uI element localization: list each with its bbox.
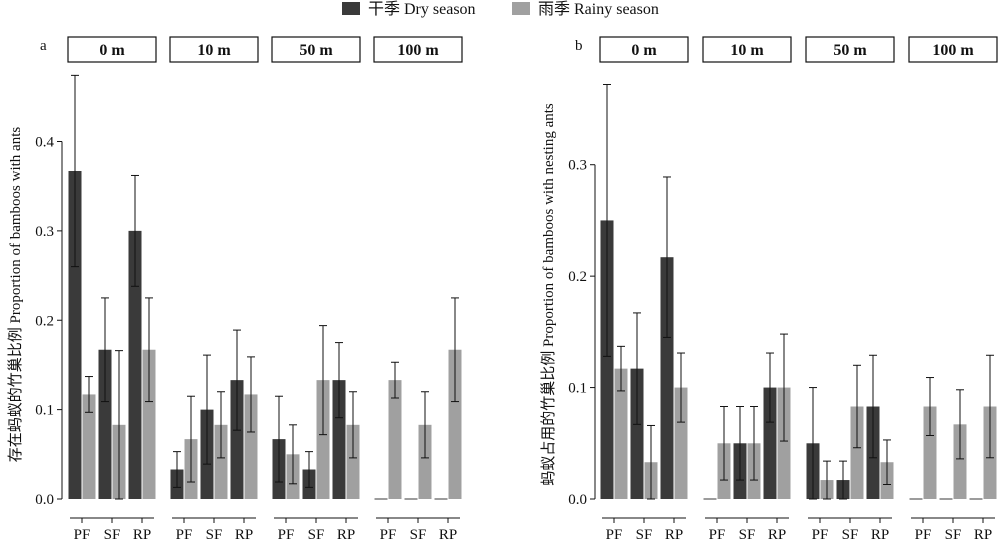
x-tick-label: RP bbox=[768, 527, 786, 541]
x-tick-label: RP bbox=[665, 527, 683, 541]
legend: 干季 Dry season 雨季 Rainy season bbox=[342, 0, 659, 18]
x-tick-label: SF bbox=[410, 527, 427, 541]
bar-dry bbox=[68, 170, 82, 499]
bar-rainy bbox=[850, 406, 864, 499]
x-tick-label: SF bbox=[104, 527, 121, 541]
x-tick-label: PF bbox=[278, 527, 295, 541]
x-tick-label: SF bbox=[206, 527, 223, 541]
y-tick-label: 0.0 bbox=[35, 492, 54, 508]
x-tick-label: RP bbox=[235, 527, 253, 541]
bar-dry bbox=[230, 380, 244, 499]
bar-rainy bbox=[244, 394, 258, 499]
x-tick-label: SF bbox=[636, 527, 653, 541]
facet-strip bbox=[599, 36, 689, 63]
facet-strip-label: 10 m bbox=[197, 42, 231, 59]
y-tick-label: 0.4 bbox=[35, 135, 54, 151]
bar-dry bbox=[332, 380, 346, 499]
bar-dry bbox=[600, 220, 614, 499]
facet-strip-label: 0 m bbox=[631, 42, 657, 59]
y-tick-label: 0.2 bbox=[35, 313, 54, 329]
y-axis-label: 蚂蚁占用的竹巢比例 Proportion of bamboos with nes… bbox=[540, 103, 557, 486]
bar-rainy bbox=[614, 368, 628, 499]
bar-rainy bbox=[923, 406, 937, 499]
x-tick-label: RP bbox=[871, 527, 889, 541]
x-tick-label: RP bbox=[974, 527, 992, 541]
bar-rainy bbox=[777, 387, 791, 499]
y-tick-label: 0.0 bbox=[568, 492, 587, 508]
facet-strip bbox=[908, 36, 998, 63]
bar-rainy bbox=[674, 387, 688, 499]
legend-label-rainy: 雨季 Rainy season bbox=[538, 0, 659, 18]
x-tick-label: PF bbox=[812, 527, 829, 541]
x-tick-label: SF bbox=[308, 527, 325, 541]
bar-dry bbox=[128, 230, 142, 499]
bar-rainy bbox=[346, 424, 360, 499]
facet-strip bbox=[702, 36, 792, 63]
bar-rainy bbox=[214, 424, 228, 499]
panel-label-b: b bbox=[575, 38, 583, 54]
facet-strip-label: 100 m bbox=[932, 42, 974, 59]
y-tick-label: 0.1 bbox=[35, 403, 54, 419]
bar-dry bbox=[660, 257, 674, 499]
y-tick-label: 0.1 bbox=[568, 381, 587, 397]
x-tick-label: PF bbox=[380, 527, 397, 541]
y-tick-label: 0.3 bbox=[568, 158, 587, 174]
bar-dry bbox=[98, 349, 112, 499]
y-tick-label: 0.3 bbox=[35, 224, 54, 240]
panel-label-a: a bbox=[40, 38, 47, 54]
facet-strip bbox=[373, 36, 463, 63]
y-tick-label: 0.2 bbox=[568, 269, 587, 285]
facet-strip-label: 50 m bbox=[833, 42, 867, 59]
bar-dry bbox=[763, 387, 777, 499]
bar-rainy bbox=[448, 349, 462, 499]
bar-dry bbox=[630, 368, 644, 499]
bar-rainy bbox=[388, 380, 402, 499]
bar-rainy bbox=[418, 424, 432, 499]
x-tick-label: SF bbox=[739, 527, 756, 541]
facet-strip-label: 100 m bbox=[397, 42, 439, 59]
legend-swatch-rainy bbox=[512, 2, 530, 15]
panel-a: 0.0 0.1 0.2 0.3 0.4 存在蚂蚁的竹巢比例 Proportion of b… bbox=[7, 36, 463, 541]
bar-rainy bbox=[953, 424, 967, 499]
facet-strip bbox=[271, 36, 361, 63]
facet-strip-label: 0 m bbox=[99, 42, 125, 59]
facet-strip-label: 50 m bbox=[299, 42, 333, 59]
x-tick-label: RP bbox=[337, 527, 355, 541]
y-axis-label: 存在蚂蚁的竹巢比例 Proportion of bamboos with ant… bbox=[7, 127, 24, 463]
x-tick-label: PF bbox=[176, 527, 193, 541]
legend-label-dry: 干季 Dry season bbox=[368, 0, 476, 18]
x-tick-label: PF bbox=[709, 527, 726, 541]
x-tick-label: RP bbox=[439, 527, 457, 541]
x-tick-label: SF bbox=[842, 527, 859, 541]
x-tick-label: PF bbox=[606, 527, 623, 541]
facet-strip-label: 10 m bbox=[730, 42, 764, 59]
x-tick-label: RP bbox=[133, 527, 151, 541]
x-tick-label: SF bbox=[945, 527, 962, 541]
bar-rainy bbox=[316, 380, 330, 499]
panel-b: 0.0 0.1 0.2 0.3 蚂蚁占用的竹巢比例 Proportion of bamb… bbox=[540, 36, 998, 541]
x-tick-label: PF bbox=[915, 527, 932, 541]
facet-strip bbox=[805, 36, 895, 63]
bar-rainy bbox=[82, 394, 96, 499]
x-tick-label: PF bbox=[74, 527, 91, 541]
facet-strip bbox=[67, 36, 157, 63]
legend-swatch-dry bbox=[342, 2, 360, 15]
bar-rainy bbox=[142, 349, 156, 499]
facet-strip bbox=[169, 36, 259, 63]
